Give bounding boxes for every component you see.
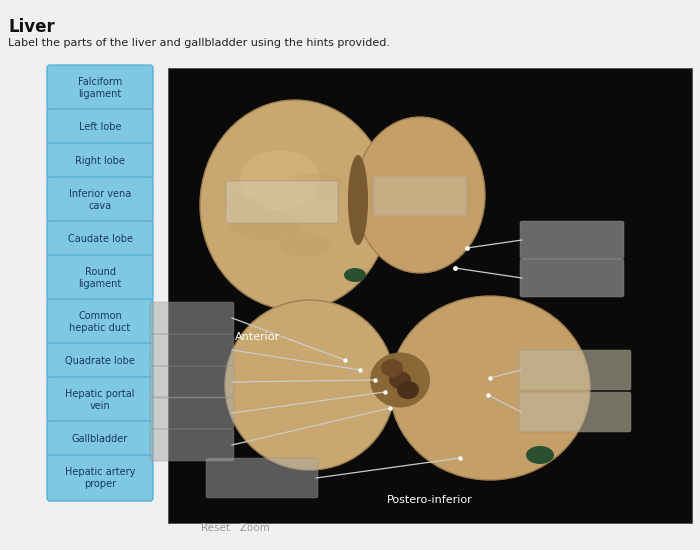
Ellipse shape — [370, 353, 430, 408]
Ellipse shape — [225, 195, 265, 215]
FancyBboxPatch shape — [373, 176, 467, 216]
Text: Anterior: Anterior — [235, 332, 280, 342]
Text: Postero-inferior: Postero-inferior — [387, 495, 473, 505]
Ellipse shape — [344, 268, 366, 282]
FancyBboxPatch shape — [206, 458, 318, 498]
Text: Quadrate lobe: Quadrate lobe — [65, 356, 135, 366]
Text: Label the parts of the liver and gallbladder using the hints provided.: Label the parts of the liver and gallbla… — [8, 38, 390, 48]
FancyBboxPatch shape — [47, 65, 153, 111]
Ellipse shape — [240, 150, 320, 210]
Ellipse shape — [381, 359, 403, 377]
Text: Caudate lobe: Caudate lobe — [67, 234, 132, 244]
Ellipse shape — [348, 155, 368, 245]
FancyBboxPatch shape — [47, 421, 153, 457]
FancyBboxPatch shape — [47, 377, 153, 423]
Text: Right lobe: Right lobe — [75, 156, 125, 166]
Text: Reset   Zoom: Reset Zoom — [201, 523, 270, 533]
Text: Hepatic portal
vein: Hepatic portal vein — [65, 389, 134, 411]
Text: Falciform
ligament: Falciform ligament — [78, 77, 122, 99]
Ellipse shape — [397, 381, 419, 399]
FancyBboxPatch shape — [519, 350, 631, 390]
FancyBboxPatch shape — [47, 177, 153, 223]
FancyBboxPatch shape — [150, 429, 234, 461]
Text: Hepatic artery
proper: Hepatic artery proper — [65, 467, 135, 489]
Ellipse shape — [230, 210, 300, 240]
Text: Gallbladder: Gallbladder — [72, 434, 128, 444]
Ellipse shape — [526, 446, 554, 464]
FancyBboxPatch shape — [47, 255, 153, 301]
Text: Inferior vena
cava: Inferior vena cava — [69, 189, 131, 211]
Ellipse shape — [355, 117, 485, 273]
Ellipse shape — [390, 296, 590, 480]
FancyBboxPatch shape — [47, 455, 153, 501]
FancyBboxPatch shape — [520, 259, 624, 297]
FancyBboxPatch shape — [47, 109, 153, 145]
Ellipse shape — [389, 371, 411, 389]
FancyBboxPatch shape — [150, 334, 234, 366]
Ellipse shape — [285, 173, 345, 197]
FancyBboxPatch shape — [226, 181, 338, 223]
Text: Left lobe: Left lobe — [78, 122, 121, 132]
FancyBboxPatch shape — [520, 221, 624, 259]
Ellipse shape — [280, 233, 330, 257]
FancyBboxPatch shape — [150, 302, 234, 334]
FancyBboxPatch shape — [47, 343, 153, 379]
FancyBboxPatch shape — [150, 366, 234, 398]
FancyBboxPatch shape — [47, 299, 153, 345]
FancyBboxPatch shape — [47, 221, 153, 257]
Ellipse shape — [200, 100, 390, 310]
FancyBboxPatch shape — [47, 143, 153, 179]
FancyBboxPatch shape — [150, 397, 234, 429]
Bar — [168, 68, 692, 523]
Text: Round
ligament: Round ligament — [78, 267, 122, 289]
Text: Liver: Liver — [8, 18, 55, 36]
FancyBboxPatch shape — [519, 392, 631, 432]
Ellipse shape — [225, 300, 395, 470]
Text: Common
hepatic duct: Common hepatic duct — [69, 311, 131, 333]
